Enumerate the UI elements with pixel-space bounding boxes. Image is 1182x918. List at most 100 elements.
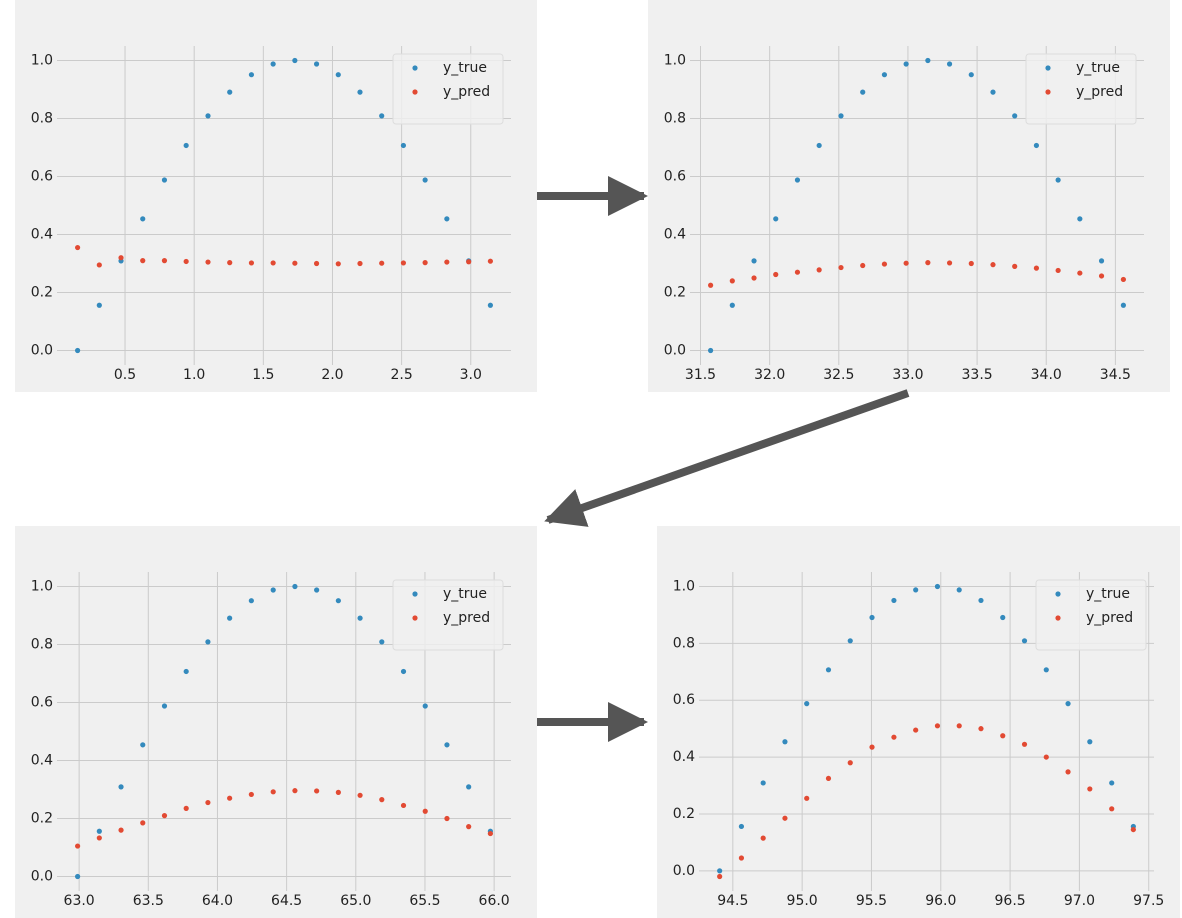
x-tick-label: 1.0 <box>183 367 205 383</box>
chart-panel: 0.0 0.2 0.4 0.6 0.8 1.0 0.5 1.0 1.5 2.0 2.5 3.0 y_tr… <box>15 0 537 392</box>
point <box>934 583 941 590</box>
point <box>869 744 875 750</box>
point <box>248 72 255 78</box>
point <box>248 260 255 266</box>
x-tick-label: 64.0 <box>202 893 233 909</box>
point <box>161 258 168 264</box>
point <box>205 113 211 119</box>
x-tick-label: 33.0 <box>892 367 923 383</box>
y-tick-label: 0.2 <box>31 811 53 827</box>
point <box>794 177 801 183</box>
point <box>738 855 745 861</box>
point <box>400 802 407 809</box>
point <box>978 597 984 604</box>
point <box>75 347 81 354</box>
y-tick-label: 0.0 <box>31 343 53 359</box>
point <box>400 142 407 149</box>
y-tick-label: 0.6 <box>664 169 686 185</box>
x-tick-label: 34.5 <box>1100 367 1131 383</box>
y-tick-label: 0.8 <box>31 111 53 127</box>
point <box>379 113 385 119</box>
point <box>205 259 211 265</box>
legend-label: y_true <box>443 60 487 76</box>
x-tick-label: 64.5 <box>271 893 302 909</box>
point <box>804 701 810 707</box>
x-tick-label: 32.5 <box>823 367 854 383</box>
point <box>1021 741 1028 747</box>
point <box>717 873 723 880</box>
point <box>956 587 962 593</box>
legend-label: y_pred <box>443 610 490 626</box>
point <box>227 615 233 621</box>
x-tick-label: 34.0 <box>1031 367 1062 383</box>
x-tick-label: 32.0 <box>754 367 785 383</box>
point <box>335 789 341 796</box>
chart-panel: 0.0 0.2 0.4 0.6 0.8 1.0 63.0 63.5 64.0 64.5 65.0 65… <box>15 526 537 918</box>
legend-marker <box>1055 591 1061 597</box>
point <box>292 57 298 64</box>
point <box>903 260 909 266</box>
point <box>335 261 341 267</box>
point <box>487 302 493 308</box>
point <box>292 788 298 794</box>
point <box>96 835 102 841</box>
x-tick-label: 65.0 <box>340 893 371 909</box>
point <box>934 723 941 729</box>
point <box>1065 769 1071 775</box>
point <box>925 260 931 266</box>
x-tick-label: 97.5 <box>1133 893 1164 909</box>
point <box>227 795 233 801</box>
legend-label: y_true <box>1086 586 1130 602</box>
point <box>738 823 745 830</box>
point <box>751 258 757 264</box>
point <box>869 614 875 621</box>
point <box>925 57 931 64</box>
point <box>804 795 810 801</box>
point <box>1043 667 1049 673</box>
point <box>794 269 801 275</box>
legend-label: y_pred <box>443 84 490 100</box>
x-tick-label: 31.5 <box>685 367 716 383</box>
legend-marker <box>412 615 418 621</box>
point <box>881 261 888 267</box>
chart-panel: 0.0 0.2 0.4 0.6 0.8 1.0 31.5 32.0 32.5 33.0 33.5 34… <box>648 0 1170 392</box>
point <box>825 667 832 673</box>
y-tick-label: 1.0 <box>31 53 53 69</box>
point <box>487 258 493 264</box>
point <box>881 72 888 78</box>
point <box>227 89 233 95</box>
x-tick-label: 3.0 <box>460 367 482 383</box>
point <box>357 260 363 267</box>
point <box>140 820 146 826</box>
point <box>1065 701 1071 707</box>
point <box>1000 614 1006 621</box>
point <box>860 262 866 269</box>
point <box>1012 113 1018 119</box>
point <box>913 727 919 733</box>
point <box>847 638 853 644</box>
point <box>161 177 168 183</box>
x-tick-label: 95.0 <box>787 893 818 909</box>
point <box>760 835 766 841</box>
point <box>96 262 102 268</box>
point <box>903 61 909 67</box>
point <box>946 61 953 67</box>
legend-marker <box>1055 615 1061 621</box>
point <box>968 72 974 78</box>
y-tick-label: 0.6 <box>31 169 53 185</box>
point <box>708 347 714 354</box>
legend-box <box>392 579 504 651</box>
legend-label: y_true <box>443 586 487 602</box>
legend-marker <box>412 65 418 71</box>
point <box>1012 263 1018 269</box>
y-tick-label: 0.2 <box>673 806 695 822</box>
y-tick-label: 0.4 <box>31 753 53 769</box>
point <box>379 639 385 645</box>
point <box>444 259 450 265</box>
x-tick-label: 33.5 <box>962 367 993 383</box>
point <box>1130 826 1136 833</box>
point <box>357 792 363 798</box>
x-tick-label: 63.0 <box>64 893 95 909</box>
legend-marker <box>412 591 418 597</box>
